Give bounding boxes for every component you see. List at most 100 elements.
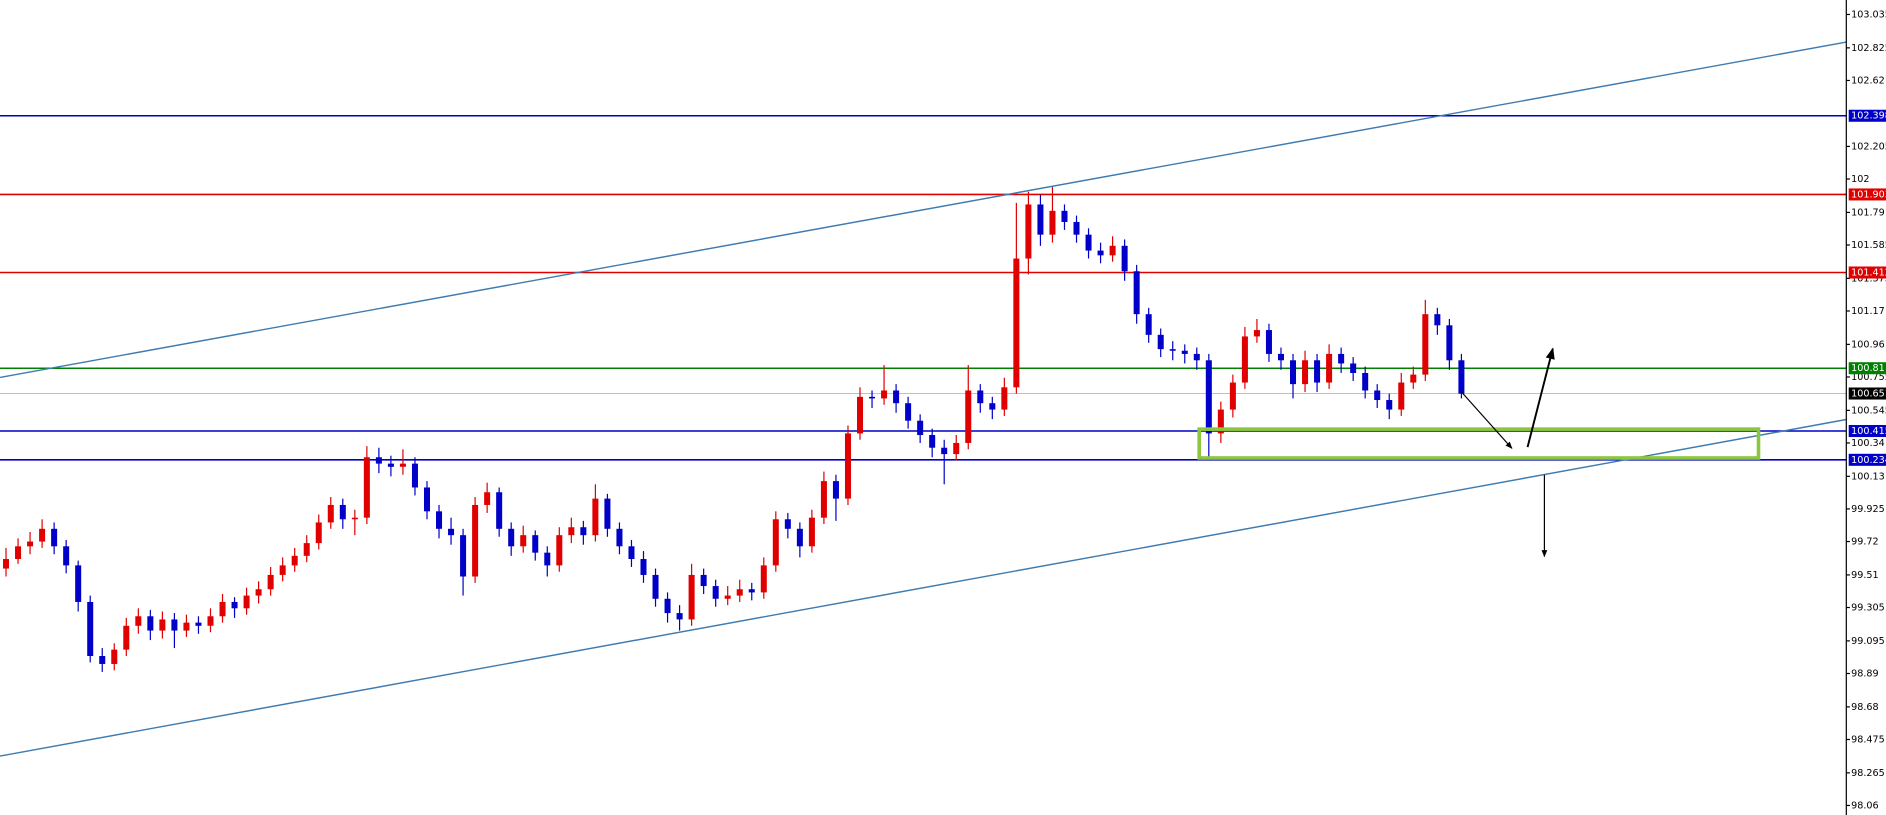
candle-body bbox=[520, 535, 527, 547]
candle-body bbox=[1446, 325, 1453, 361]
support-zone bbox=[1197, 427, 1761, 460]
y-tick-label: 101.79 bbox=[1851, 207, 1885, 218]
candle-body bbox=[580, 527, 587, 536]
candle-body bbox=[881, 390, 888, 399]
candle-body bbox=[1350, 363, 1357, 373]
y-tick-label: 99.305 bbox=[1851, 603, 1885, 614]
candle-body bbox=[808, 517, 815, 547]
candle-body bbox=[760, 565, 767, 593]
candle-body bbox=[423, 487, 431, 512]
candle-body bbox=[327, 504, 334, 523]
candle-body bbox=[1277, 353, 1284, 361]
candle-body bbox=[3, 559, 10, 569]
candle-body bbox=[207, 616, 214, 626]
level-label-bg bbox=[1848, 453, 1886, 466]
candle-body bbox=[784, 519, 791, 529]
level-label-bg bbox=[1848, 387, 1886, 400]
candle-body bbox=[965, 390, 972, 443]
candle-body bbox=[1001, 387, 1008, 410]
candle-body bbox=[1109, 245, 1116, 256]
candle-body bbox=[676, 613, 683, 620]
candle-body bbox=[1217, 409, 1224, 434]
candle-body bbox=[1013, 258, 1020, 388]
candle-body bbox=[736, 589, 743, 596]
candle-body bbox=[387, 463, 394, 467]
level-label-bg bbox=[1848, 362, 1886, 375]
candle-body bbox=[472, 504, 479, 577]
y-tick-label: 98.265 bbox=[1851, 768, 1885, 779]
candle-body bbox=[640, 559, 647, 575]
candle-body bbox=[1434, 314, 1441, 326]
candle-body bbox=[1157, 334, 1164, 350]
candle-body bbox=[556, 535, 563, 566]
candle-body bbox=[832, 481, 839, 499]
candle-body bbox=[1049, 210, 1056, 235]
candle-body bbox=[1121, 245, 1128, 272]
candle-body bbox=[484, 492, 491, 505]
y-tick-label: 100.545 bbox=[1851, 405, 1886, 416]
candle-body bbox=[195, 622, 202, 626]
candle-body bbox=[75, 565, 82, 602]
candle-body bbox=[411, 463, 418, 488]
y-tick-label: 100.13 bbox=[1851, 471, 1885, 482]
candle-body bbox=[1265, 330, 1272, 354]
candle-body bbox=[616, 528, 623, 547]
level-label: 100.234 bbox=[1851, 455, 1886, 466]
candle-body bbox=[63, 546, 70, 566]
candle-body bbox=[989, 403, 996, 410]
candles bbox=[3, 186, 1465, 672]
candle-body bbox=[1061, 210, 1068, 222]
level-label: 101.412 bbox=[1851, 268, 1886, 279]
candle-body bbox=[496, 492, 503, 529]
candle-body bbox=[1374, 390, 1381, 401]
candle-body bbox=[315, 522, 322, 544]
candle-body bbox=[508, 528, 515, 547]
forecast-arrow bbox=[1526, 347, 1555, 448]
y-tick-label: 100.96 bbox=[1851, 339, 1885, 350]
candle-body bbox=[51, 528, 58, 547]
candle-body bbox=[351, 517, 358, 520]
candle-body bbox=[592, 498, 599, 536]
candle-body bbox=[1302, 360, 1309, 385]
candle-body bbox=[820, 481, 827, 518]
candle-body bbox=[1458, 360, 1465, 394]
y-tick-label: 98.68 bbox=[1851, 702, 1879, 713]
level-label-bg bbox=[1848, 109, 1886, 122]
candle-body bbox=[700, 574, 707, 587]
candle-body bbox=[1025, 204, 1032, 259]
candle-body bbox=[460, 535, 467, 577]
candle-body bbox=[772, 519, 779, 566]
level-label-bg bbox=[1848, 266, 1886, 279]
candle-body bbox=[917, 420, 924, 436]
candle-body bbox=[171, 619, 178, 631]
candle-body bbox=[231, 601, 238, 609]
candle-body bbox=[1422, 314, 1429, 375]
candle-body bbox=[664, 598, 671, 614]
y-tick-label: 102.62 bbox=[1851, 75, 1885, 86]
y-tick-label: 102.825 bbox=[1851, 43, 1886, 54]
candle-body bbox=[1362, 372, 1369, 391]
candle-body bbox=[856, 396, 864, 434]
level-label: 101.903 bbox=[1851, 189, 1886, 200]
forecast-arrow bbox=[1460, 391, 1513, 449]
candle-body bbox=[1314, 360, 1321, 383]
candle-body bbox=[159, 619, 166, 631]
candle-body bbox=[1290, 360, 1297, 385]
candle-body bbox=[135, 616, 142, 626]
candle-body bbox=[1193, 353, 1200, 361]
y-tick-label: 98.475 bbox=[1851, 734, 1885, 745]
y-tick-label: 101.17 bbox=[1851, 306, 1885, 317]
candle-body bbox=[267, 574, 274, 590]
candle-body bbox=[291, 555, 298, 566]
candle-body bbox=[123, 625, 130, 650]
candle-body bbox=[1410, 374, 1417, 383]
candle-body bbox=[1181, 350, 1188, 354]
level-label-bg bbox=[1848, 425, 1886, 438]
upper-trend-line bbox=[0, 41, 1847, 379]
price-axis: 103.035 102.825 102.62 102.205 102 101.79 101.… bbox=[1846, 9, 1886, 811]
candle-body bbox=[652, 574, 659, 599]
candle-body bbox=[27, 541, 34, 547]
y-tick-label: 99.51 bbox=[1851, 570, 1879, 581]
candle-body bbox=[303, 543, 310, 556]
candle-body bbox=[544, 552, 551, 566]
